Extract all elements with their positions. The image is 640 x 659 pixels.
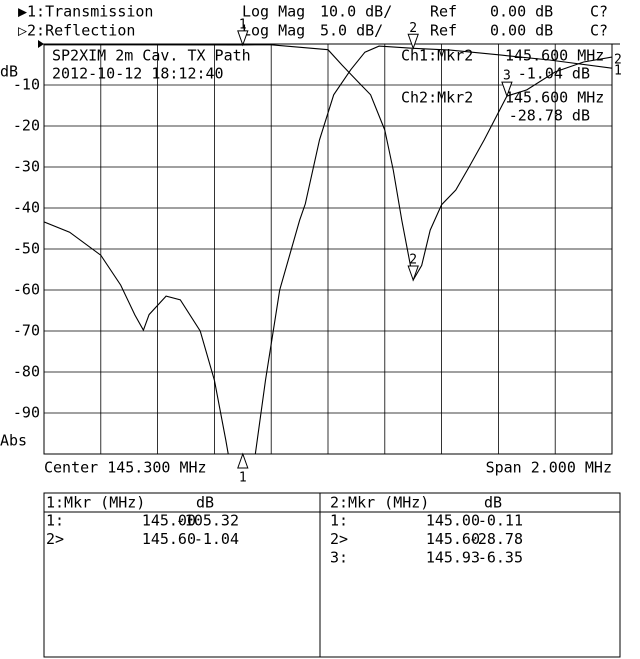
header-text: 0.00 dB: [490, 3, 553, 21]
x-center-label: Center 145.300 MHz: [44, 459, 207, 477]
marker-table-frame: [43, 492, 621, 658]
marker-readout: 145.600 MHz: [505, 89, 604, 107]
y-tick-label: -70: [13, 322, 40, 340]
table-freq: 145.93: [426, 549, 480, 567]
table-id: 2>: [330, 530, 348, 548]
marker-readout: -28.78 dB: [509, 107, 590, 125]
marker: [237, 30, 249, 47]
trace-label: 2: [614, 53, 622, 68]
marker: [407, 33, 419, 50]
header-text: Log Mag: [242, 3, 305, 21]
table-freq: 145.60: [426, 530, 480, 548]
marker-readout: -1.04 dB: [518, 65, 590, 83]
header-text: 10.0 dB/: [320, 3, 392, 21]
table-id: 2>: [46, 530, 64, 548]
header-text: C?: [590, 22, 608, 40]
y-tick-label: -40: [13, 199, 40, 217]
table-freq: 145.00: [142, 512, 196, 530]
header-text: ▷2:Reflection: [18, 22, 135, 40]
marker-number: 1: [239, 471, 247, 486]
y-tick-label: -10: [13, 76, 40, 94]
header-text: 0.00 dB: [490, 22, 553, 40]
table-title: 1:Mkr (MHz): [46, 494, 145, 512]
marker-number: 2: [409, 21, 417, 36]
table-unit: dB: [196, 494, 214, 512]
chart-subtitle: 2012-10-12 18:12:40: [52, 65, 224, 83]
marker-readout: Ch2:Mkr2: [401, 89, 473, 107]
y-tick-label: -90: [13, 404, 40, 422]
y-tick-label: -60: [13, 281, 40, 299]
header-text: ▶1:Transmission: [18, 3, 153, 21]
header-text: C?: [590, 3, 608, 21]
table-id: 1:: [330, 512, 348, 530]
y-tick-label: -80: [13, 363, 40, 381]
table-value: -28.78: [469, 530, 523, 548]
trace: [44, 45, 612, 454]
header-text: 5.0 dB/: [320, 22, 383, 40]
ref-pointer: [38, 40, 44, 48]
table-title: 2:Mkr (MHz): [330, 494, 429, 512]
table-freq: 145.60: [142, 530, 196, 548]
table-value: -6.35: [478, 549, 523, 567]
marker: [407, 265, 419, 282]
table-unit: dB: [484, 494, 502, 512]
marker-readout: 145.600 MHz: [505, 47, 604, 65]
table-value: -105.32: [176, 512, 239, 530]
trace-label: 1: [614, 64, 622, 79]
table-id: 1:: [46, 512, 64, 530]
chart-title: SP2XIM 2m Cav. TX Path: [52, 47, 251, 65]
table-value: -0.11: [478, 512, 523, 530]
marker: [237, 452, 249, 469]
y-label-top: dB: [0, 63, 18, 81]
table-id: 3:: [330, 549, 348, 567]
marker-number: 3: [503, 69, 511, 84]
table-freq: 145.00: [426, 512, 480, 530]
marker-number: 2: [409, 252, 417, 267]
table-value: -1.04: [194, 530, 239, 548]
y-tick-label: -20: [13, 117, 40, 135]
marker: [501, 81, 513, 98]
x-span-label: Span 2.000 MHz: [486, 459, 612, 477]
header-text: Ref: [430, 22, 457, 40]
y-tick-label: -50: [13, 240, 40, 258]
marker-number: 1: [239, 17, 247, 32]
header-text: Ref: [430, 3, 457, 21]
y-tick-label: -30: [13, 158, 40, 176]
header-text: Log Mag: [242, 22, 305, 40]
y-label-bottom: Abs: [0, 432, 27, 450]
